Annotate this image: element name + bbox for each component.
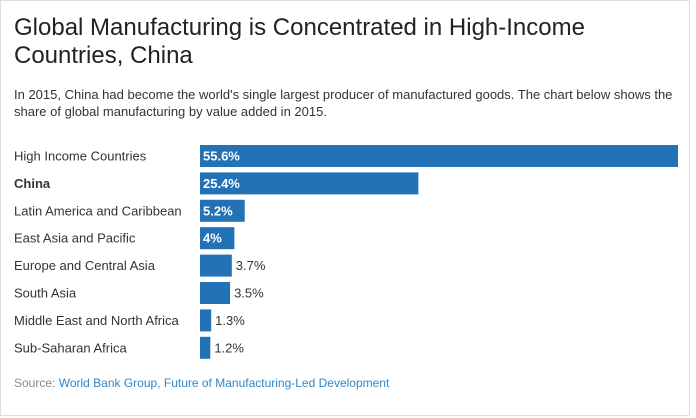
value-label-south-asia: 3.5% bbox=[234, 286, 264, 301]
bar-sub-saharan-africa[interactable] bbox=[200, 336, 211, 359]
category-label-middle-east-and-north-africa: Middle East and North Africa bbox=[14, 313, 180, 328]
source-label: Source: bbox=[14, 376, 56, 390]
bar-east-asia-and-pacific[interactable] bbox=[200, 227, 235, 250]
category-label-sub-saharan-africa: Sub-Saharan Africa bbox=[14, 340, 128, 355]
value-label-east-asia-and-pacific: 4% bbox=[203, 231, 222, 246]
category-label-high-income-countries: High Income Countries bbox=[14, 149, 147, 164]
value-label-middle-east-and-north-africa: 1.3% bbox=[215, 313, 245, 328]
value-label-china: 25.4% bbox=[203, 176, 240, 191]
category-label-latin-america-and-caribbean: Latin America and Caribbean bbox=[14, 203, 182, 218]
category-label-europe-and-central-asia: Europe and Central Asia bbox=[14, 258, 156, 273]
bar-china[interactable] bbox=[200, 172, 419, 195]
bar-middle-east-and-north-africa[interactable] bbox=[200, 309, 212, 332]
source-note: Source: World Bank Group, Future of Manu… bbox=[14, 376, 389, 390]
source-link[interactable]: World Bank Group, Future of Manufacturin… bbox=[58, 376, 390, 390]
bar-high-income-countries[interactable] bbox=[200, 145, 678, 167]
value-label-sub-saharan-africa: 1.2% bbox=[214, 340, 244, 355]
bar-latin-america-and-caribbean[interactable] bbox=[200, 199, 245, 222]
value-label-high-income-countries: 55.6% bbox=[203, 149, 240, 164]
chart-subtitle: In 2015, China had become the world's si… bbox=[14, 87, 673, 119]
bar-south-asia[interactable] bbox=[200, 282, 231, 304]
category-label-china: China bbox=[14, 176, 51, 191]
category-label-east-asia-and-pacific: East Asia and Pacific bbox=[14, 231, 136, 246]
chart-title: Global Manufacturing is Concentrated in … bbox=[14, 14, 585, 69]
bar-chart: High Income Countries 55.6% China 25.4% Lati… bbox=[14, 145, 678, 359]
value-label-latin-america-and-caribbean: 5.2% bbox=[203, 203, 233, 218]
category-label-south-asia: South Asia bbox=[14, 286, 77, 301]
bar-europe-and-central-asia[interactable] bbox=[200, 254, 232, 277]
value-label-europe-and-central-asia: 3.7% bbox=[236, 258, 266, 273]
